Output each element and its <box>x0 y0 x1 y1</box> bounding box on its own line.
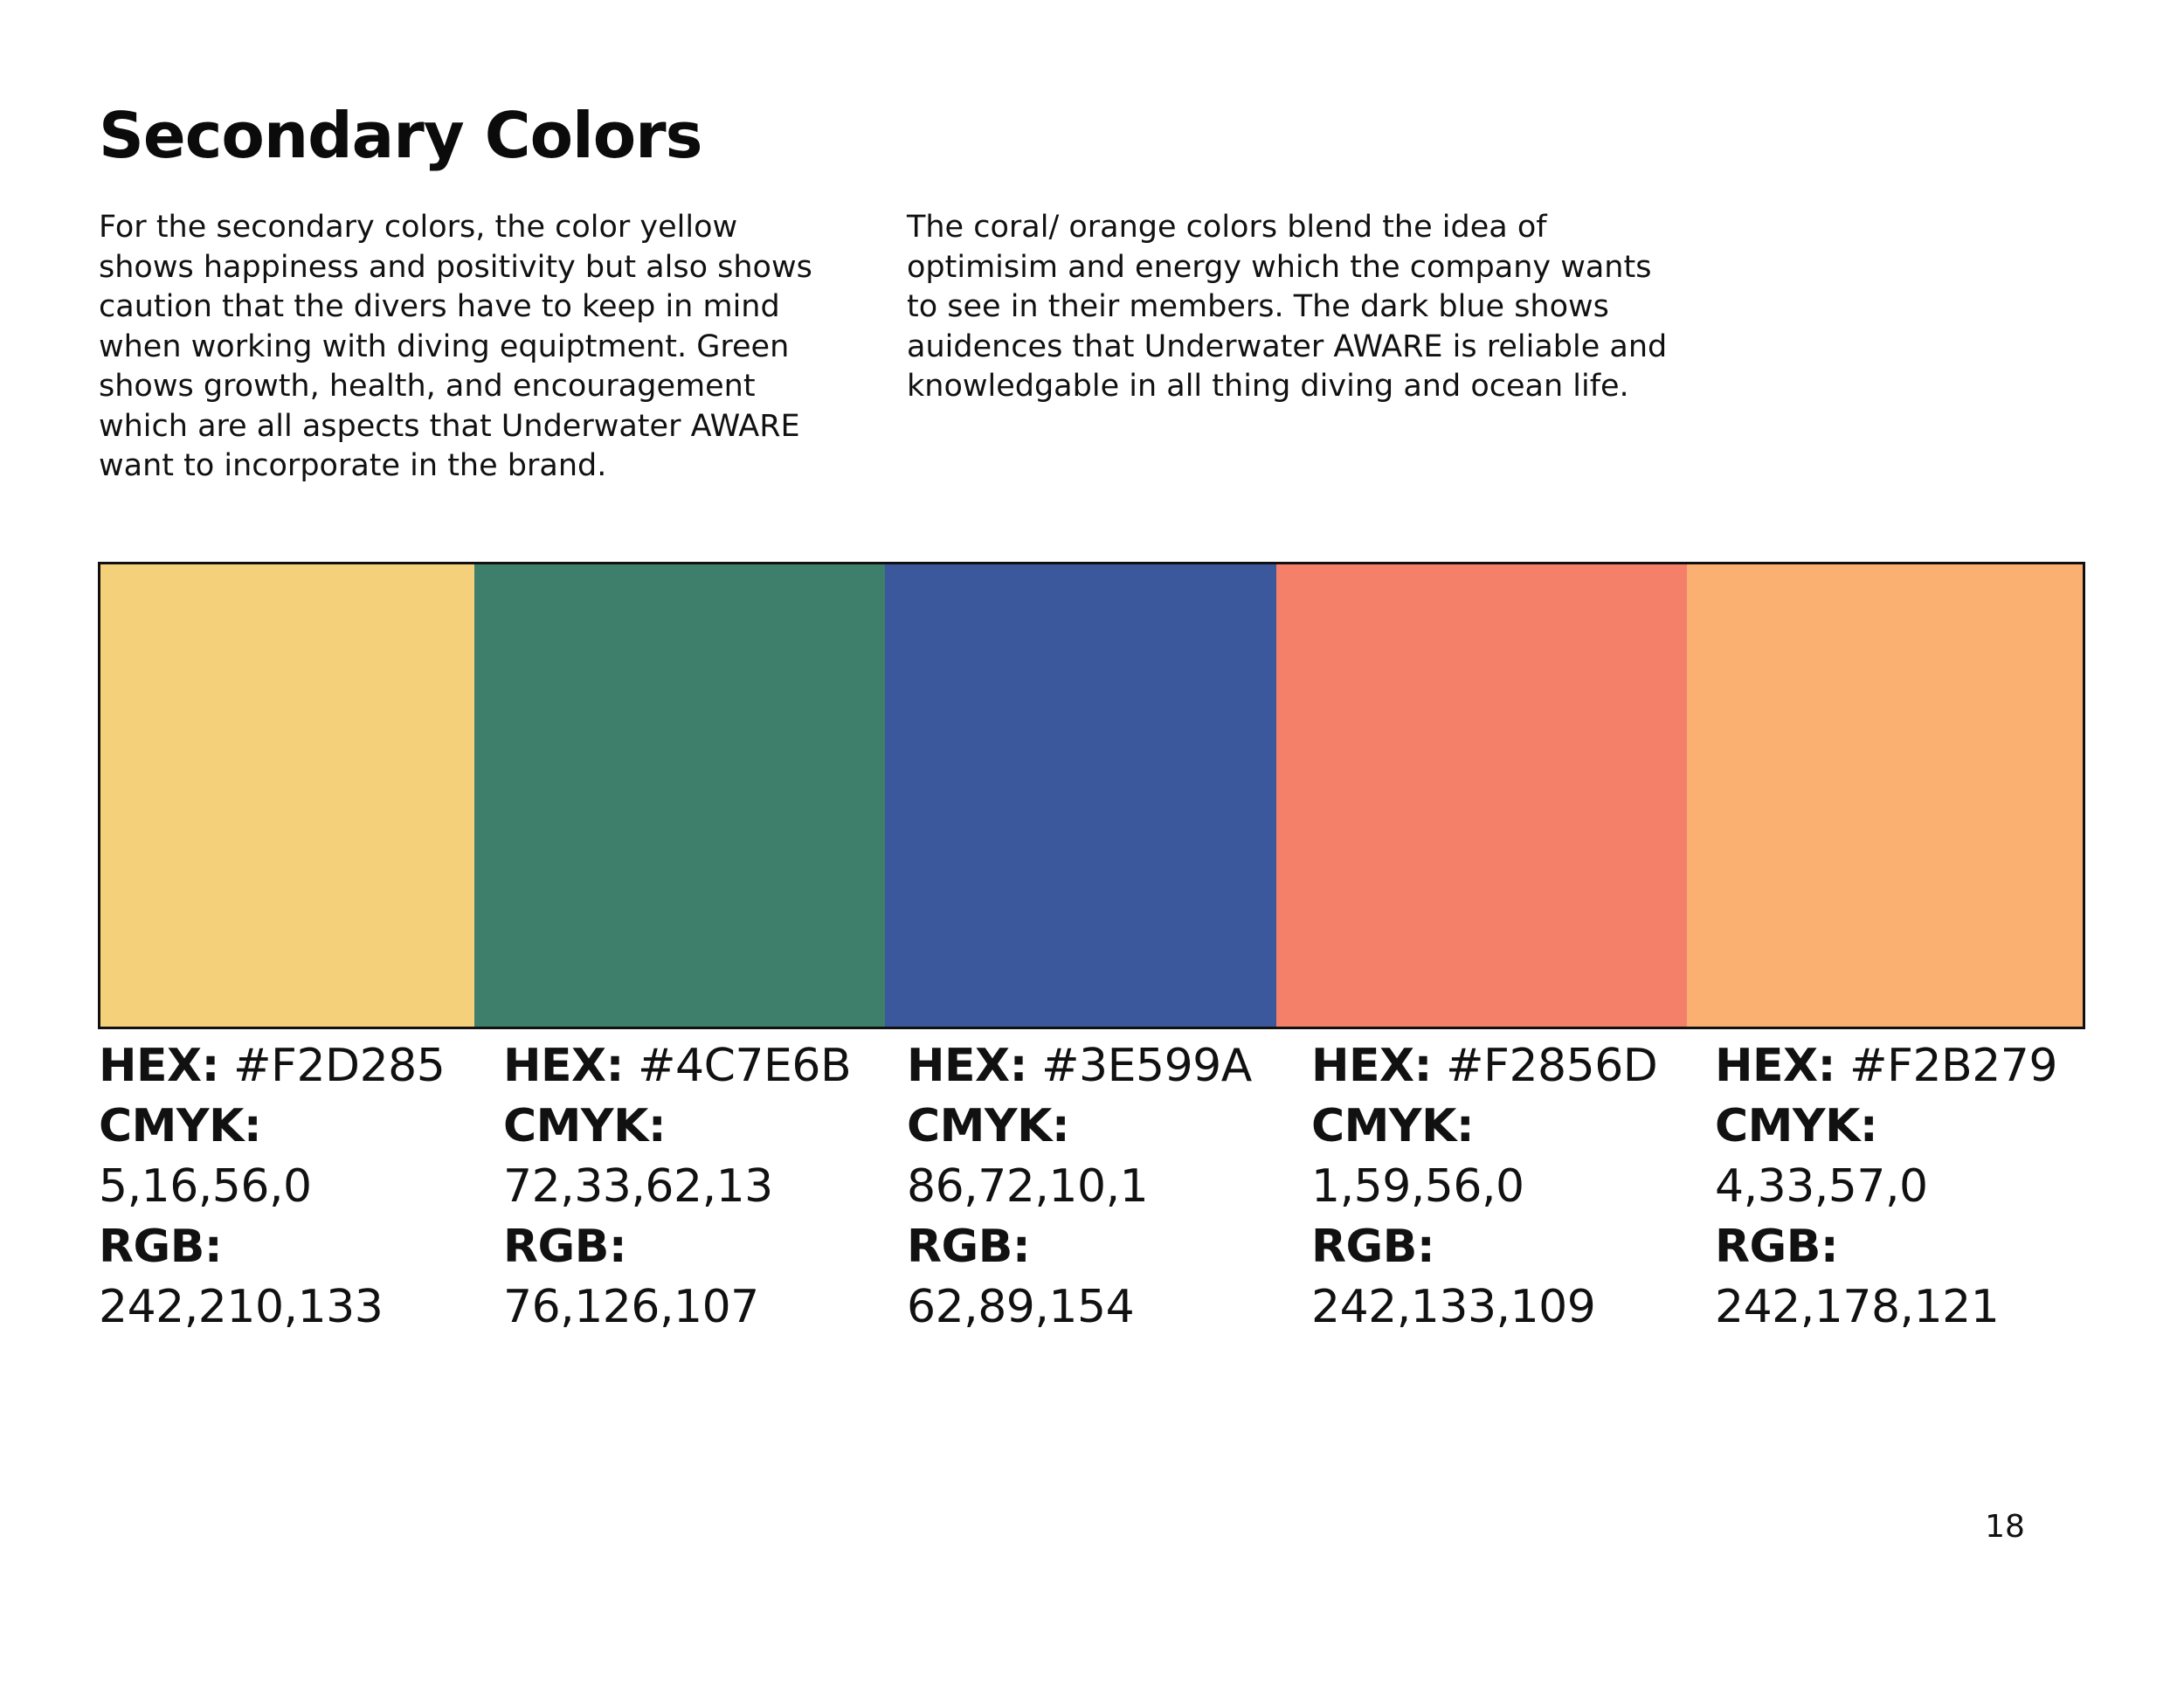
hex-value: #3E599A <box>1040 1040 1252 1092</box>
hex-label: HEX: <box>1311 1040 1432 1092</box>
hex-label: HEX: <box>1715 1040 1835 1092</box>
swatch-orange <box>1687 564 2083 1027</box>
hex-line: HEX: #4C7E6B <box>503 1036 905 1097</box>
rgb-label: RGB: <box>907 1221 1031 1273</box>
cmyk-value: 1,59,56,0 <box>1311 1160 1524 1213</box>
color-spec-orange: HEX: #F2B279 CMYK: 4,33,57,0 RGB: 242,17… <box>1715 1036 2117 1338</box>
cmyk-value: 72,33,62,13 <box>503 1160 773 1213</box>
cmyk-value: 4,33,57,0 <box>1715 1160 1928 1213</box>
cmyk-label: CMYK: <box>1311 1100 1475 1152</box>
rgb-label: RGB: <box>503 1221 627 1273</box>
cmyk-value: 5,16,56,0 <box>99 1160 312 1213</box>
color-spec-yellow: HEX: #F2D285 CMYK: 5,16,56,0 RGB: 242,21… <box>99 1036 501 1338</box>
color-spec-green: HEX: #4C7E6B CMYK: 72,33,62,13 RGB: 76,1… <box>503 1036 905 1338</box>
page-number: 18 <box>1985 1509 2025 1545</box>
cmyk-label: CMYK: <box>503 1100 667 1152</box>
hex-value: #4C7E6B <box>637 1040 852 1092</box>
swatch-dark-blue <box>885 564 1276 1027</box>
hex-label: HEX: <box>503 1040 624 1092</box>
hex-value: #F2856D <box>1445 1040 1658 1092</box>
rgb-value: 242,178,121 <box>1715 1281 2000 1333</box>
rgb-label: RGB: <box>1715 1221 1839 1273</box>
hex-line: HEX: #F2856D <box>1311 1036 1713 1097</box>
intro-paragraph-left: For the secondary colors, the color yell… <box>99 210 812 483</box>
rgb-value: 62,89,154 <box>907 1281 1135 1333</box>
hex-line: HEX: #F2D285 <box>99 1036 501 1097</box>
hex-value: #F2B279 <box>1849 1040 2058 1092</box>
swatch-yellow <box>100 564 474 1027</box>
swatch-green <box>474 564 885 1027</box>
hex-label: HEX: <box>99 1040 219 1092</box>
cmyk-label: CMYK: <box>1715 1100 1878 1152</box>
hex-label: HEX: <box>907 1040 1027 1092</box>
cmyk-value: 86,72,10,1 <box>907 1160 1149 1213</box>
swatch-coral <box>1276 564 1687 1027</box>
intro-paragraph-right: The coral/ orange colors blend the idea … <box>907 210 1668 404</box>
cmyk-label: CMYK: <box>99 1100 262 1152</box>
cmyk-label: CMYK: <box>907 1100 1070 1152</box>
color-spec-dark-blue: HEX: #3E599A CMYK: 86,72,10,1 RGB: 62,89… <box>907 1036 1309 1338</box>
rgb-value: 242,210,133 <box>99 1281 384 1333</box>
rgb-label: RGB: <box>1311 1221 1435 1273</box>
rgb-value: 242,133,109 <box>1311 1281 1596 1333</box>
rgb-value: 76,126,107 <box>503 1281 759 1333</box>
hex-value: #F2D285 <box>232 1040 446 1092</box>
hex-line: HEX: #3E599A <box>907 1036 1309 1097</box>
page-title: Secondary Colors <box>99 99 703 172</box>
hex-line: HEX: #F2B279 <box>1715 1036 2117 1097</box>
rgb-label: RGB: <box>99 1221 223 1273</box>
color-spec-coral: HEX: #F2856D CMYK: 1,59,56,0 RGB: 242,13… <box>1311 1036 1713 1338</box>
color-swatch-strip <box>98 562 2085 1029</box>
